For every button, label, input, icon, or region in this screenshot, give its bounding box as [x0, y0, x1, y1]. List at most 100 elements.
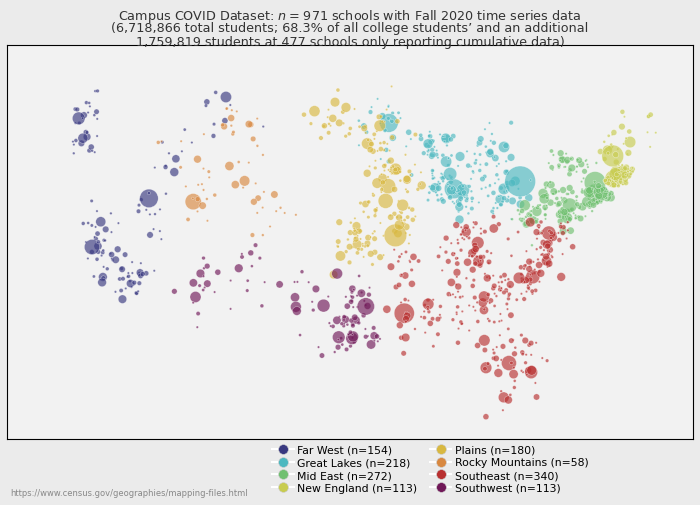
- Point: [521, 221, 532, 229]
- Point: [389, 186, 400, 194]
- Point: [447, 291, 458, 299]
- Point: [583, 200, 594, 208]
- Point: [453, 197, 464, 206]
- Point: [590, 195, 601, 203]
- Point: [471, 253, 482, 261]
- Point: [442, 258, 454, 266]
- Point: [584, 187, 596, 195]
- Point: [488, 205, 499, 213]
- Point: [620, 172, 631, 180]
- Point: [347, 321, 358, 329]
- Point: [441, 142, 452, 150]
- Point: [92, 133, 103, 141]
- Point: [542, 261, 553, 269]
- Point: [561, 215, 573, 223]
- Point: [553, 229, 564, 237]
- Point: [67, 138, 78, 146]
- Point: [332, 343, 344, 351]
- Point: [473, 318, 484, 326]
- Point: [501, 197, 512, 205]
- Point: [467, 282, 478, 290]
- Point: [248, 198, 260, 207]
- Point: [601, 178, 612, 186]
- Point: [516, 275, 527, 283]
- Point: [612, 182, 624, 190]
- Point: [547, 254, 558, 262]
- Point: [560, 210, 571, 218]
- Point: [428, 342, 439, 350]
- Point: [605, 177, 616, 185]
- Text: Campus COVID Dataset: $\it{n}$ = 971 schools with Fall 2020 time series data: Campus COVID Dataset: $\it{n}$ = 971 sch…: [118, 8, 582, 25]
- Point: [419, 329, 430, 337]
- Point: [620, 177, 631, 185]
- Point: [340, 248, 351, 256]
- Point: [564, 184, 575, 192]
- Point: [505, 154, 517, 162]
- Point: [202, 217, 213, 225]
- Point: [591, 188, 602, 196]
- Point: [332, 238, 344, 246]
- Point: [545, 246, 556, 255]
- Point: [571, 193, 582, 201]
- Point: [554, 162, 565, 170]
- Point: [358, 123, 370, 131]
- Point: [619, 114, 630, 122]
- Point: [446, 187, 457, 195]
- Point: [120, 251, 131, 259]
- Point: [516, 367, 527, 375]
- Point: [501, 288, 512, 296]
- Point: [389, 228, 400, 236]
- Point: [592, 188, 603, 196]
- Point: [106, 229, 117, 237]
- Point: [593, 190, 604, 198]
- Point: [612, 146, 624, 154]
- Point: [344, 330, 355, 338]
- Point: [494, 161, 505, 169]
- Point: [209, 121, 220, 129]
- Point: [241, 287, 253, 295]
- Point: [594, 187, 605, 195]
- Point: [408, 254, 419, 262]
- Point: [452, 288, 463, 296]
- Point: [393, 197, 405, 206]
- Point: [613, 169, 624, 177]
- Point: [626, 168, 638, 176]
- Point: [503, 325, 514, 333]
- Point: [547, 234, 559, 242]
- Point: [517, 348, 528, 357]
- Point: [541, 257, 552, 265]
- Point: [123, 273, 134, 281]
- Point: [481, 149, 492, 157]
- Point: [605, 188, 616, 196]
- Point: [344, 243, 355, 251]
- Point: [618, 174, 629, 182]
- Point: [505, 281, 516, 289]
- Point: [508, 364, 519, 372]
- Point: [556, 156, 568, 164]
- Point: [453, 208, 464, 216]
- Point: [612, 170, 624, 178]
- Point: [536, 251, 547, 260]
- Point: [554, 213, 566, 221]
- Point: [521, 288, 532, 296]
- Point: [105, 250, 116, 258]
- Point: [392, 230, 403, 238]
- Point: [226, 107, 237, 115]
- Point: [430, 189, 442, 197]
- Point: [402, 312, 413, 320]
- Point: [449, 250, 460, 258]
- Point: [125, 278, 136, 286]
- Point: [358, 254, 369, 262]
- Point: [365, 146, 376, 155]
- Point: [554, 157, 566, 165]
- Point: [522, 282, 533, 290]
- Point: [435, 314, 446, 322]
- Point: [601, 192, 612, 200]
- Point: [520, 273, 531, 281]
- Point: [526, 208, 537, 216]
- Point: [470, 160, 481, 168]
- Point: [116, 287, 127, 295]
- Point: [341, 345, 352, 353]
- Point: [194, 282, 205, 290]
- Point: [80, 99, 92, 108]
